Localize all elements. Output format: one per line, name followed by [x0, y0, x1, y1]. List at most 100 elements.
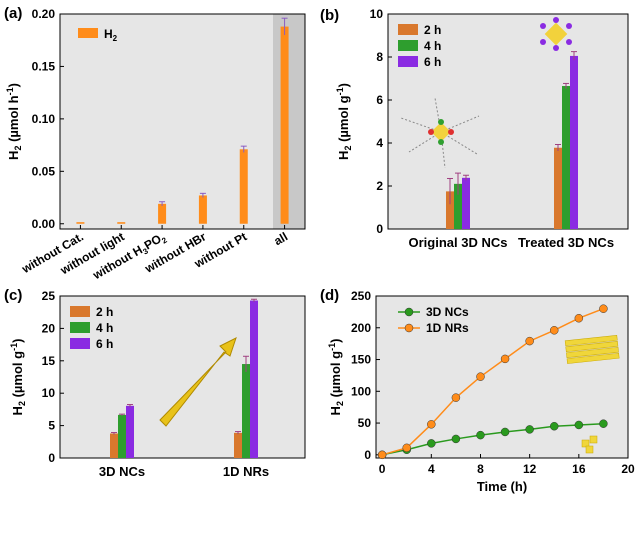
bar — [562, 86, 570, 230]
nanorod — [566, 346, 619, 358]
y-label-main: H — [6, 151, 21, 160]
surface-atom — [566, 39, 572, 45]
surface-atom — [540, 23, 546, 29]
surface-atom — [553, 45, 559, 51]
y-label-sub: 2 — [13, 146, 23, 151]
y-tick-label: 0 — [48, 451, 55, 465]
legend-label: 6 h — [96, 337, 113, 351]
legend-swatch — [398, 24, 418, 35]
y-tick-label: 6 — [376, 93, 383, 107]
y-tick-label: 0 — [376, 222, 383, 236]
x-tick-label: all — [272, 229, 291, 248]
plot-area — [60, 14, 305, 229]
bar — [554, 147, 562, 229]
bar — [446, 191, 454, 229]
bar — [126, 405, 134, 458]
legend-label: 1D NRs — [426, 321, 469, 335]
y-tick-label: 0.05 — [32, 164, 56, 178]
bar — [280, 26, 289, 224]
data-point — [500, 427, 510, 437]
y-tick-label: 5 — [48, 419, 55, 433]
panel-c: 0 5 10 15 20 25 3D NCs 1D NRs 2 h 4 h 6 h H2 (µmol … — [4, 287, 306, 479]
data-point — [500, 354, 510, 364]
y-tick-label: 0.10 — [32, 112, 56, 126]
y-tick-label: 15 — [42, 354, 56, 368]
nanocube — [589, 435, 598, 444]
x-tick-label: Original 3D NCs — [409, 235, 508, 250]
y-axis-label: H2 (µmol g-1) — [335, 83, 353, 160]
legend-marker — [404, 307, 414, 317]
panel-label: (c) — [4, 287, 22, 304]
surface-atom — [428, 129, 434, 135]
y-tick-label: 8 — [376, 50, 383, 64]
x-label-sub2: 2 — [160, 235, 169, 245]
data-point — [377, 450, 387, 460]
legend-swatch — [70, 306, 90, 317]
data-point — [574, 313, 584, 323]
nanocube — [581, 439, 590, 448]
y-tick-label: 250 — [351, 289, 371, 303]
data-point — [574, 420, 584, 430]
legend-label: 6 h — [424, 55, 441, 69]
legend-label: 2 h — [96, 305, 113, 319]
panel-label: (d) — [320, 287, 339, 304]
surface-atom — [540, 39, 546, 45]
data-point — [451, 393, 461, 402]
y-label-sub: 2 — [335, 401, 345, 406]
nanocubes-illustration — [581, 435, 598, 454]
y-tick-label: 200 — [351, 321, 371, 335]
series-line — [381, 308, 604, 456]
data-point — [599, 304, 608, 313]
y-label-close: ) — [328, 339, 343, 343]
plot-frame — [59, 13, 306, 230]
legend-label: 4 h — [96, 321, 113, 335]
data-point — [427, 420, 436, 429]
increase-arrow-icon — [159, 337, 237, 427]
y-label-rest: (µmol g — [328, 351, 343, 401]
x-tick-label: 20 — [621, 462, 635, 476]
legend-label: 3D NCs — [426, 305, 469, 319]
highlight-band — [273, 14, 305, 229]
nanorod — [566, 352, 620, 364]
surface-atom — [438, 139, 444, 145]
bar — [198, 195, 207, 224]
x-axis-label: Time (h) — [477, 479, 527, 494]
legend-sub: 2 — [113, 34, 118, 43]
bar — [117, 222, 126, 224]
bar — [454, 183, 462, 229]
y-axis-label: H2 (µmol h-1) — [5, 83, 23, 160]
panel-d: 0 50 100 150 200 250 0 4 8 12 16 20 Time (h) 3D NCs 1D… — [320, 287, 635, 494]
y-tick-label: 0.00 — [32, 217, 56, 231]
x-label-sub: 3 — [141, 246, 150, 256]
y-axis-label: H2 (µmol g-1) — [9, 339, 27, 416]
x-tick-label: 0 — [379, 462, 386, 476]
bar — [570, 55, 578, 229]
legend-marker — [404, 323, 414, 333]
panel-label: (b) — [320, 7, 339, 24]
y-label-sub: 2 — [343, 146, 353, 151]
y-label-sup: -1 — [9, 343, 19, 351]
panel-label: (a) — [4, 5, 22, 22]
y-label-main: H — [328, 406, 343, 415]
data-point — [525, 425, 534, 434]
legend-main: H — [104, 27, 113, 41]
ligand-chain — [400, 117, 442, 133]
panel-b: 0 2 4 6 8 10 Original 3D NCs Treated 3D NCs 2 h 4… — [320, 7, 629, 250]
ligand-chain — [440, 131, 478, 155]
crystal-core — [431, 122, 451, 142]
x-tick-label: Treated 3D NCs — [518, 235, 614, 250]
data-point — [549, 326, 559, 335]
y-label-close: ) — [10, 339, 25, 343]
data-point — [549, 421, 559, 431]
surface-atom — [553, 17, 559, 23]
legend-swatch — [398, 56, 418, 67]
bar — [250, 300, 258, 458]
y-tick-label: 4 — [376, 136, 383, 150]
data-point — [427, 439, 436, 448]
arrow-shape — [159, 337, 237, 427]
y-label-main: H — [10, 406, 25, 415]
y-tick-label: 2 — [376, 179, 383, 193]
y-tick-label: 0.20 — [32, 7, 56, 21]
legend-swatch — [70, 338, 90, 349]
